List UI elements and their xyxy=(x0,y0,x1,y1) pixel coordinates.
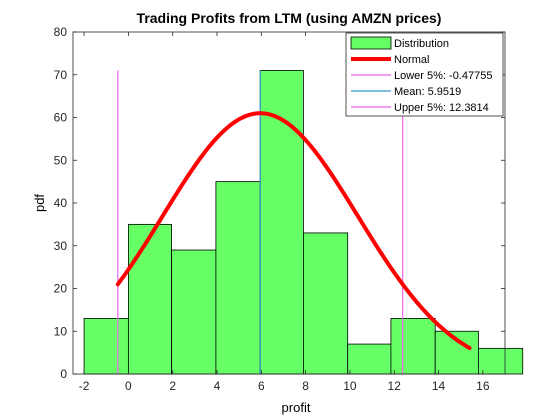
histogram-bar-5 xyxy=(302,232,349,375)
histogram-bar-9 xyxy=(478,347,524,375)
histogram-bar-3 xyxy=(215,181,261,375)
histogram-bar-1 xyxy=(127,223,172,375)
histogram-bar-0 xyxy=(83,318,129,375)
legend-distribution-label: Distribution xyxy=(394,38,449,50)
x-tick-label: 6 xyxy=(258,379,265,393)
y-tick-label: 80 xyxy=(54,25,68,39)
plot-area: -2 0 2 4 6 8 10 12 14 16 0 10 20 30 40 50 60 70 80 Distribu… xyxy=(54,25,524,393)
x-tick-label: 0 xyxy=(125,379,132,393)
histogram-bar-2 xyxy=(171,249,217,375)
normal-curve xyxy=(115,111,472,350)
legend-normal-label: Normal xyxy=(394,54,429,66)
x-tick-label: -2 xyxy=(79,379,90,393)
y-tick-label: 20 xyxy=(54,282,68,296)
x-tick-label: 4 xyxy=(214,379,221,393)
chart-title: Trading Profits from LTM (using AMZN pri… xyxy=(137,10,442,26)
y-tick-label: 0 xyxy=(60,367,67,381)
histogram-bar-4 xyxy=(259,70,304,375)
x-tick-label: 16 xyxy=(476,379,490,393)
histogram-bar-7 xyxy=(390,318,436,375)
y-tick-label: 30 xyxy=(54,239,68,253)
y-tick-label: 70 xyxy=(54,68,68,82)
legend-distribution-swatch xyxy=(350,36,392,50)
legend-mean-line-label: Mean: 5.9519 xyxy=(394,86,461,98)
legend-lower-5-line-label: Lower 5%: -0.47755 xyxy=(394,70,492,82)
y-tick-label: 10 xyxy=(54,324,68,338)
x-tick-label: 10 xyxy=(343,379,357,393)
x-tick-label: 14 xyxy=(432,379,446,393)
y-tick-label: 40 xyxy=(54,196,68,210)
x-tick-label: 2 xyxy=(169,379,176,393)
x-tick-label: 12 xyxy=(388,379,402,393)
y-tick-label: 50 xyxy=(54,153,68,167)
histogram-bar-6 xyxy=(347,343,392,375)
x-tick-label: 8 xyxy=(302,379,309,393)
legend-upper-5-line-label: Upper 5%: 12.3814 xyxy=(394,102,489,114)
x-axis-label: profit xyxy=(282,400,311,415)
y-axis-label: pdf xyxy=(32,194,47,212)
y-tick-label: 60 xyxy=(54,111,68,125)
